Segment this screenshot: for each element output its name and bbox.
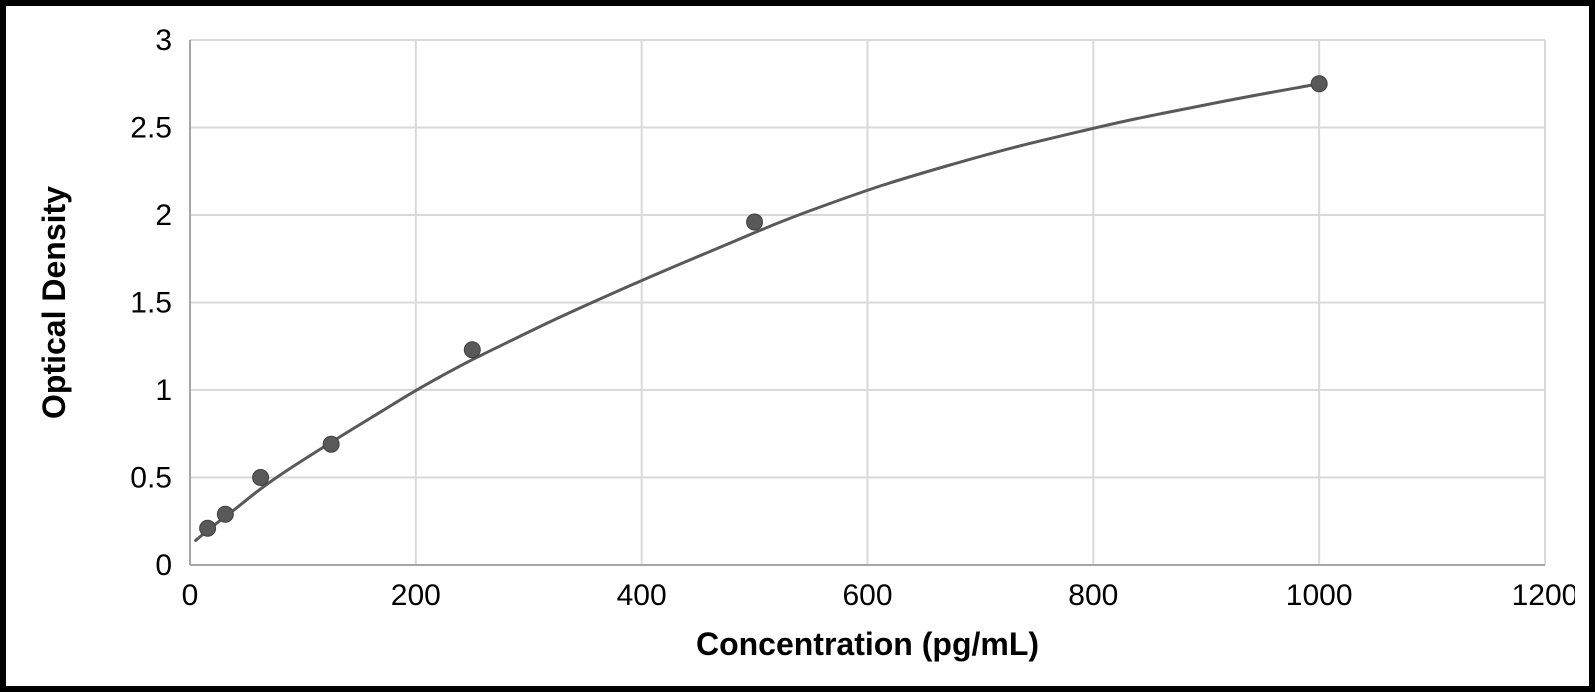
y-tick-label: 1.5 (130, 287, 172, 320)
data-point (1311, 76, 1327, 92)
x-axis-label: Concentration (pg/mL) (696, 626, 1039, 662)
x-tick-label: 1200 (1512, 579, 1575, 612)
chart-container: 0 200 400 600 800 1000 1200 0 0.5 1 1.5 2 2.5 3 Concen… (20, 20, 1575, 672)
x-tick-label: 400 (617, 579, 667, 612)
y-tick-label: 1 (155, 374, 172, 407)
y-tick-label: 3 (155, 24, 172, 57)
y-tick-label: 0.5 (130, 462, 172, 495)
y-tick-label: 2.5 (130, 112, 172, 145)
chart-bg (20, 20, 1575, 672)
data-point (200, 520, 216, 536)
chart-outer-border: 0 200 400 600 800 1000 1200 0 0.5 1 1.5 2 2.5 3 Concen… (0, 0, 1595, 692)
y-axis-label: Optical Density (36, 186, 72, 419)
data-point (217, 506, 233, 522)
data-point (253, 470, 269, 486)
x-tick-label: 600 (842, 579, 892, 612)
y-tick-label: 2 (155, 199, 172, 232)
data-point (464, 342, 480, 358)
x-tick-label: 200 (391, 579, 441, 612)
x-tick-label: 800 (1068, 579, 1118, 612)
x-tick-label: 1000 (1286, 579, 1353, 612)
data-point (323, 436, 339, 452)
scatter-chart: 0 200 400 600 800 1000 1200 0 0.5 1 1.5 2 2.5 3 Concen… (20, 20, 1575, 672)
x-tick-label: 0 (182, 579, 199, 612)
data-point (747, 214, 763, 230)
y-tick-label: 0 (155, 549, 172, 582)
